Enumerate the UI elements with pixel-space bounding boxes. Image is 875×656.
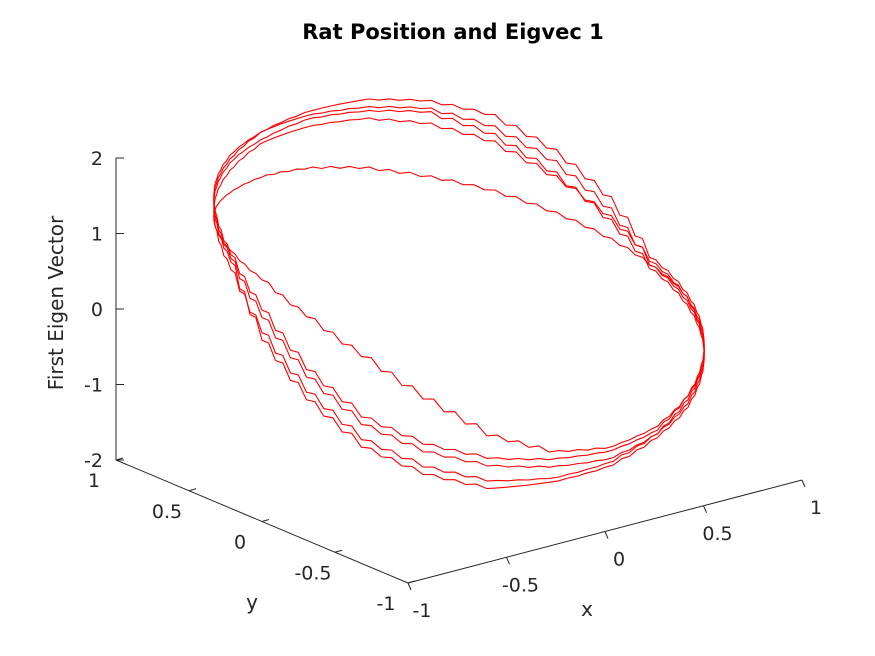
y-tick-mark (334, 549, 343, 553)
trajectory-line (213, 98, 705, 461)
x-tick-label: 0.5 (702, 523, 732, 545)
trajectory-line (213, 117, 705, 482)
x-tick-label: -1 (413, 600, 432, 622)
y-tick-mark (261, 519, 270, 522)
z-tick-label: 2 (91, 148, 103, 170)
y-tick-mark (188, 488, 197, 492)
x-axis-label: x (581, 597, 593, 621)
trajectory-line (213, 165, 705, 453)
trajectory-group (213, 98, 705, 490)
x-tick-label: -0.5 (502, 574, 539, 596)
z-axis-label: First Eigen Vector (44, 215, 68, 390)
y-tick-label: -1 (377, 593, 396, 615)
chart-title: Rat Position and Eigvec 1 (302, 20, 603, 44)
trajectory-line (213, 109, 705, 490)
x-tick-mark (506, 557, 510, 565)
z-tick-label: -1 (84, 375, 103, 397)
y-tick-label: -0.5 (294, 562, 331, 584)
z-tick-label: 0 (91, 299, 103, 321)
y-tick-label: 0.5 (152, 501, 182, 523)
x-tick-label: 1 (810, 497, 822, 519)
x-tick-mark (604, 531, 609, 539)
y-tick-label: 0 (234, 532, 246, 554)
z-tick-label: -2 (84, 450, 103, 472)
trajectory-line (213, 105, 705, 468)
x-tick-label: 0 (613, 549, 625, 571)
z-tick-label: 1 (91, 224, 103, 246)
x-tick-mark (703, 505, 707, 513)
x-tick-mark (407, 582, 412, 591)
y-tick-mark (407, 580, 416, 584)
y-axis-label: y (246, 590, 258, 614)
x-tick-mark (801, 479, 806, 488)
y-tick-label: 1 (88, 470, 100, 492)
